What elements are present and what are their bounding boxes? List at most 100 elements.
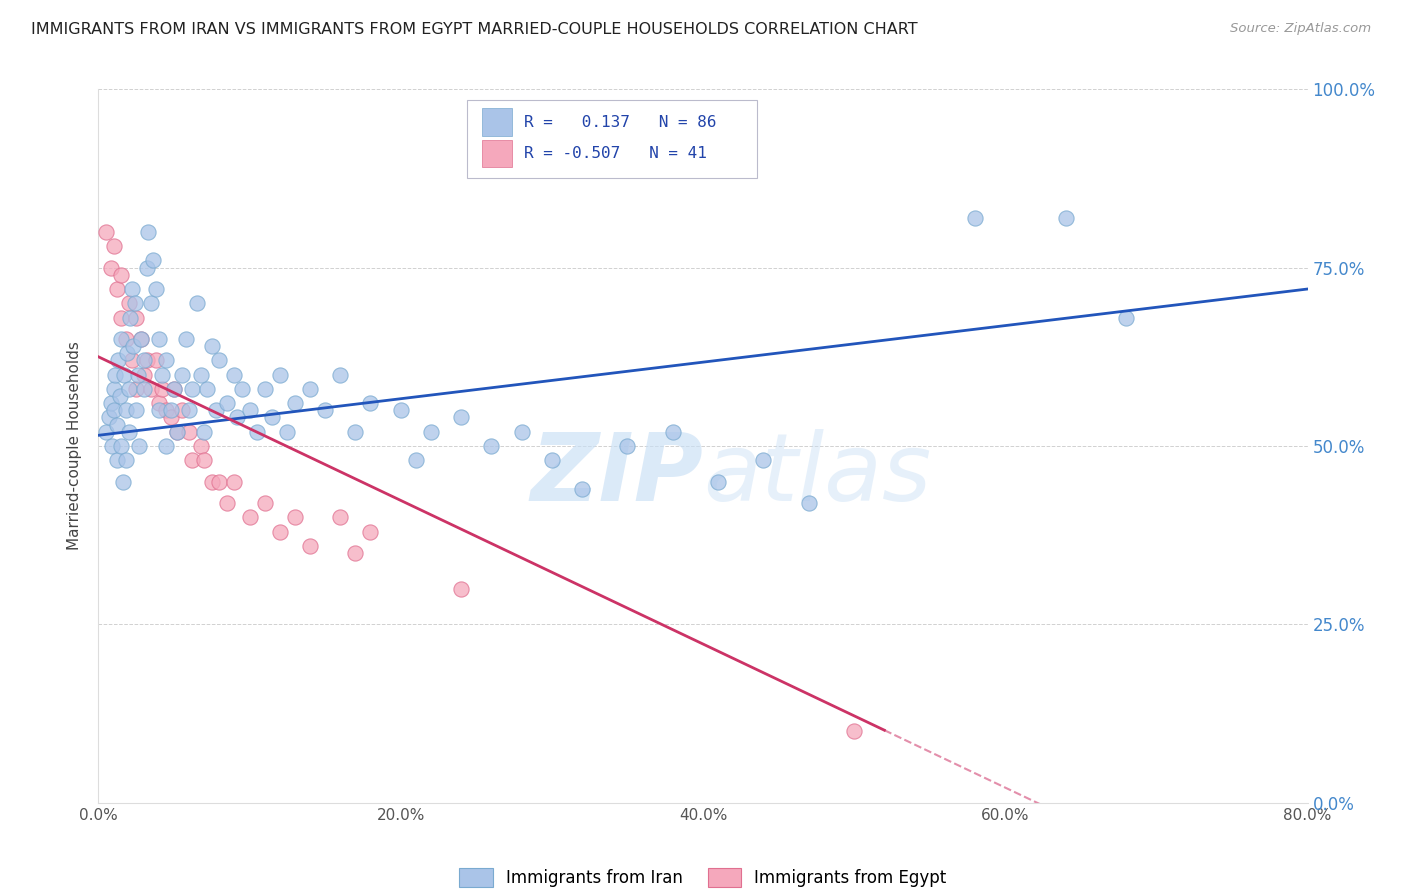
Text: Source: ZipAtlas.com: Source: ZipAtlas.com <box>1230 22 1371 36</box>
Point <box>208 353 231 368</box>
Point <box>329 510 352 524</box>
Point <box>314 403 336 417</box>
Point <box>101 439 124 453</box>
Point <box>132 353 155 368</box>
Point <box>118 425 141 439</box>
Point <box>115 346 138 360</box>
Text: ZIP: ZIP <box>530 428 703 521</box>
Point <box>122 339 145 353</box>
Point <box>129 332 152 346</box>
Point <box>103 239 125 253</box>
Point <box>510 425 533 439</box>
Point <box>661 425 683 439</box>
Point <box>141 296 163 310</box>
Point <box>107 353 129 368</box>
Point <box>148 332 170 346</box>
Point <box>344 546 367 560</box>
Point <box>125 382 148 396</box>
Point <box>166 425 188 439</box>
Point <box>181 453 204 467</box>
Point <box>215 396 238 410</box>
Point <box>299 382 322 396</box>
Point <box>145 282 167 296</box>
Point <box>135 260 157 275</box>
Point <box>155 403 177 417</box>
Point <box>201 475 224 489</box>
Point <box>276 425 298 439</box>
Point <box>111 475 134 489</box>
Point <box>844 724 866 739</box>
Point <box>120 310 142 325</box>
Point <box>160 410 183 425</box>
Point <box>181 382 204 396</box>
Point <box>135 353 157 368</box>
Point <box>125 403 148 417</box>
Text: atlas: atlas <box>703 429 931 520</box>
Point <box>148 396 170 410</box>
Point <box>284 510 307 524</box>
Point <box>329 368 352 382</box>
Point <box>108 389 131 403</box>
Point <box>103 403 125 417</box>
Point <box>114 403 136 417</box>
Point <box>707 475 730 489</box>
Point <box>110 332 132 346</box>
Point <box>269 368 291 382</box>
Point <box>193 425 215 439</box>
Point <box>540 453 562 467</box>
Point <box>405 453 427 467</box>
Point <box>752 453 775 467</box>
Point <box>389 403 412 417</box>
Point <box>103 382 125 396</box>
Point <box>481 439 503 453</box>
Point <box>110 268 132 282</box>
Point <box>124 296 146 310</box>
Point <box>360 396 382 410</box>
Point <box>224 475 246 489</box>
Point <box>121 282 143 296</box>
Point <box>174 332 197 346</box>
Point <box>105 453 128 467</box>
Point <box>1054 211 1077 225</box>
Point <box>190 368 212 382</box>
Point <box>110 310 132 325</box>
Point <box>224 368 246 382</box>
Point <box>155 439 177 453</box>
Point <box>190 439 212 453</box>
Point <box>94 225 117 239</box>
Point <box>170 368 193 382</box>
Point <box>246 425 269 439</box>
Point <box>132 382 155 396</box>
Point <box>450 410 472 425</box>
Point <box>344 425 367 439</box>
Point <box>142 253 165 268</box>
Point <box>132 368 155 382</box>
Point <box>150 382 173 396</box>
Point <box>253 496 276 510</box>
Legend: Immigrants from Iran, Immigrants from Egypt: Immigrants from Iran, Immigrants from Eg… <box>453 861 953 892</box>
Point <box>141 382 163 396</box>
Point <box>125 310 148 325</box>
Point <box>208 475 231 489</box>
Point <box>112 368 135 382</box>
Point <box>129 332 152 346</box>
Text: IMMIGRANTS FROM IRAN VS IMMIGRANTS FROM EGYPT MARRIED-COUPLE HOUSEHOLDS CORRELAT: IMMIGRANTS FROM IRAN VS IMMIGRANTS FROM … <box>31 22 918 37</box>
FancyBboxPatch shape <box>482 140 512 167</box>
Point <box>195 382 218 396</box>
Point <box>166 425 188 439</box>
Point <box>128 439 150 453</box>
Point <box>262 410 284 425</box>
Point <box>239 510 262 524</box>
Point <box>420 425 443 439</box>
Point <box>360 524 382 539</box>
Point <box>98 410 121 425</box>
Y-axis label: Married-couple Households: Married-couple Households <box>67 342 83 550</box>
Point <box>150 368 173 382</box>
FancyBboxPatch shape <box>482 109 512 136</box>
Point <box>965 211 987 225</box>
Point <box>215 496 238 510</box>
Point <box>239 403 262 417</box>
Point <box>797 496 820 510</box>
Point <box>118 296 141 310</box>
Point <box>110 439 132 453</box>
